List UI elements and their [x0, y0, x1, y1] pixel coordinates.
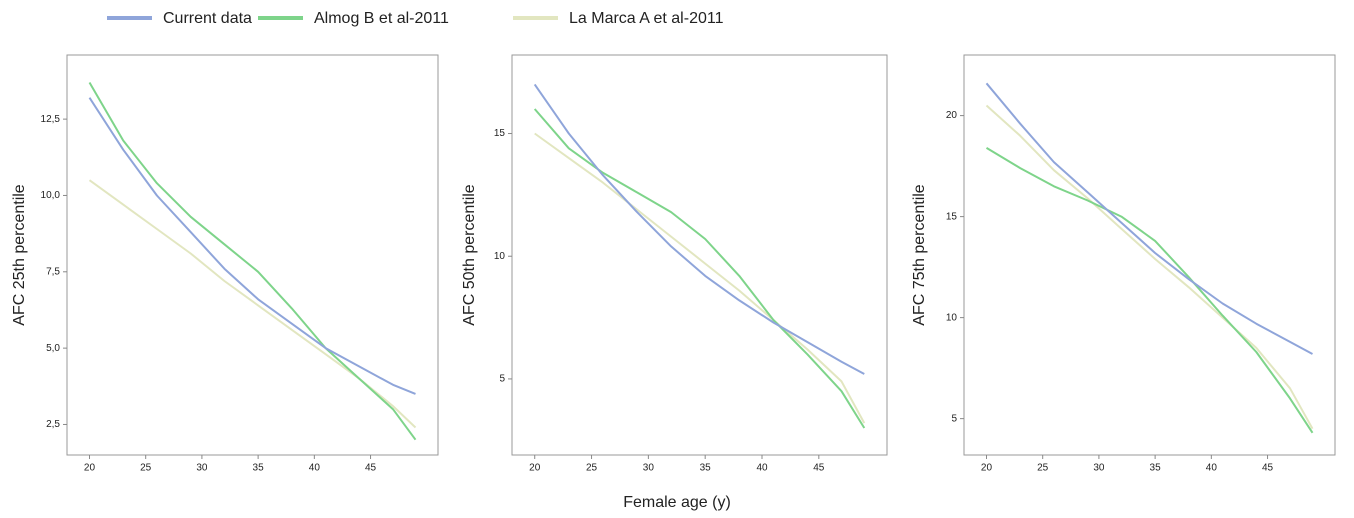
- y-tick-label: 10: [946, 312, 958, 323]
- panel: 20 25 30 35 40 45 5 10 15 20 AFC 75th percentile: [911, 54, 1336, 474]
- y-axis-title: AFC 50th percentile: [461, 184, 478, 326]
- x-axis-title: Female age (y): [623, 494, 731, 511]
- x-tick-label: 30: [196, 463, 208, 474]
- data-line: [985, 104, 1314, 430]
- x-tick-label: 25: [1037, 463, 1049, 474]
- data-line: [985, 82, 1313, 355]
- data-line: [533, 83, 865, 375]
- y-tick-label: 2,5: [46, 419, 60, 430]
- x-tick-label: 35: [253, 463, 265, 474]
- legend-label: Current data: [163, 10, 252, 27]
- x-tick-label: 25: [140, 463, 152, 474]
- x-tick-label: 20: [981, 463, 993, 474]
- x-tick-label: 20: [84, 463, 96, 474]
- x-tick-label: 30: [643, 463, 655, 474]
- data-line: [88, 97, 416, 395]
- y-tick-label: 15: [494, 128, 506, 139]
- x-tick-label: 35: [700, 463, 712, 474]
- y-tick-label: 10,0: [41, 190, 61, 201]
- panel: 20 25 30 35 40 45 2,5 5,0 7,5 10,0 12,5 AFC 25th pe…: [11, 54, 439, 474]
- data-line: [533, 108, 866, 429]
- legend-label: La Marca A et al-2011: [569, 10, 724, 27]
- plot-frame: [66, 54, 439, 456]
- y-tick-label: 5,0: [46, 343, 60, 354]
- y-tick-label: 20: [946, 110, 958, 121]
- x-tick-label: 40: [1206, 463, 1218, 474]
- y-tick-label: 7,5: [46, 266, 60, 277]
- x-tick-label: 30: [1093, 463, 1105, 474]
- y-tick-label: 10: [494, 251, 506, 262]
- panel: 20 25 30 35 40 45 5 10 15 AFC 50th percentile: [461, 54, 888, 474]
- y-axis-title: AFC 75th percentile: [911, 184, 928, 326]
- x-tick-label: 45: [365, 463, 377, 474]
- x-tick-label: 20: [529, 463, 541, 474]
- x-tick-label: 45: [1262, 463, 1274, 474]
- y-tick-label: 5: [951, 413, 957, 424]
- data-line: [88, 81, 417, 441]
- legend-label: Almog B et al-2011: [314, 10, 449, 27]
- y-tick-label: 15: [946, 211, 958, 222]
- plot-frame: [511, 54, 888, 456]
- x-tick-label: 25: [586, 463, 598, 474]
- y-axis-title: AFC 25th percentile: [11, 184, 28, 326]
- x-tick-label: 40: [756, 463, 768, 474]
- y-tick-label: 5: [499, 374, 505, 385]
- data-line: [985, 147, 1314, 434]
- y-tick-label: 12,5: [41, 114, 61, 125]
- x-tick-label: 35: [1150, 463, 1162, 474]
- data-line: [534, 132, 866, 424]
- x-tick-label: 45: [813, 463, 825, 474]
- x-tick-label: 40: [309, 463, 321, 474]
